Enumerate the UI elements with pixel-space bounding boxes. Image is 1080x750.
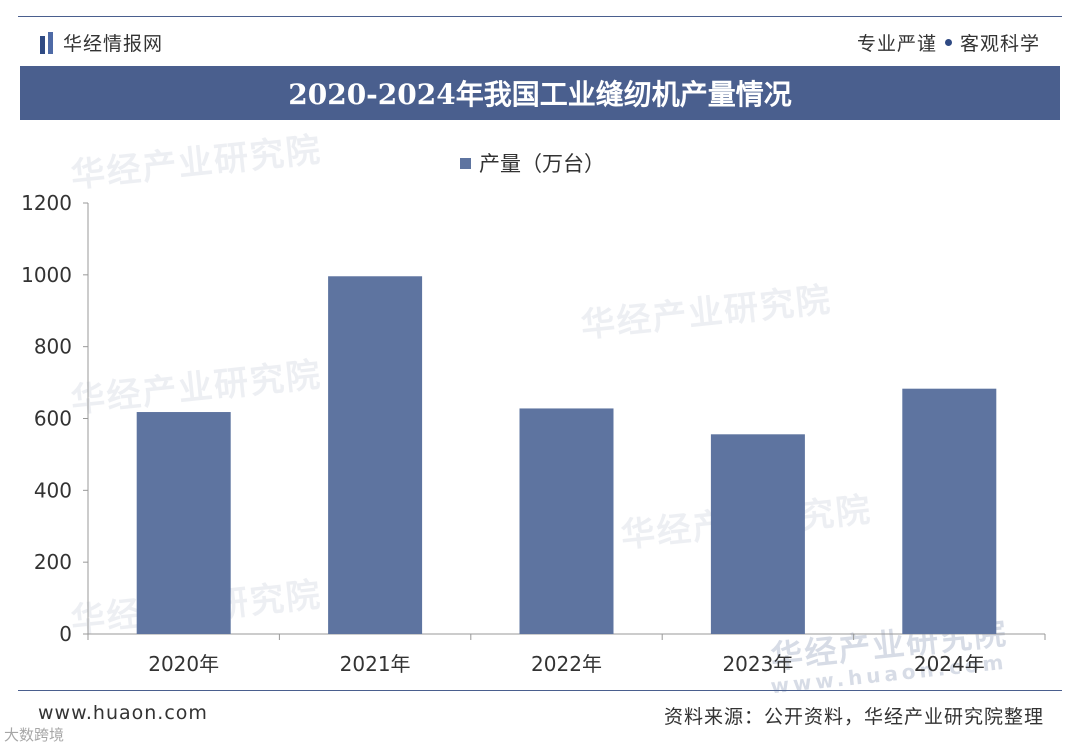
x-tick-label: 2023年	[722, 652, 793, 676]
y-tick-label: 0	[59, 622, 72, 646]
y-tick-label: 600	[34, 407, 72, 431]
x-tick-label: 2024年	[914, 652, 985, 676]
slogan: 专业严谨 客观科学	[857, 29, 1040, 56]
bar	[328, 276, 423, 634]
brand-name: 华经情报网	[63, 33, 164, 55]
slogan-right: 客观科学	[959, 33, 1040, 55]
footer-divider	[18, 690, 1062, 691]
brand: 华经情报网	[40, 29, 163, 56]
y-tick-label: 800	[34, 335, 72, 359]
bar	[136, 412, 231, 634]
x-tick-label: 2021年	[340, 652, 411, 676]
y-tick-label: 1200	[21, 191, 72, 215]
bar	[902, 388, 997, 634]
x-tick-label: 2022年	[531, 652, 602, 676]
y-tick-label: 1000	[21, 263, 72, 287]
y-tick-label: 400	[34, 478, 72, 502]
chart-legend: 产量（万台）	[460, 148, 605, 178]
brand-logo-icon	[40, 31, 53, 54]
corner-watermark: 大数跨境	[4, 726, 65, 744]
x-tick-label: 2020年	[148, 652, 219, 676]
bullet-dot-icon	[944, 39, 952, 46]
footer-url: www.huaon.com	[38, 702, 208, 724]
legend-swatch	[460, 157, 471, 169]
footer-source: 资料来源：公开资料，华经产业研究院整理	[663, 706, 1044, 728]
bar	[519, 408, 614, 634]
y-tick-label: 200	[34, 550, 72, 574]
chart-title: 2020-2024年我国工业缝纫机产量情况	[20, 66, 1060, 120]
top-divider	[18, 16, 1062, 17]
legend-label: 产量（万台）	[479, 152, 605, 176]
bar	[710, 434, 805, 634]
slogan-left: 专业严谨	[856, 33, 937, 55]
